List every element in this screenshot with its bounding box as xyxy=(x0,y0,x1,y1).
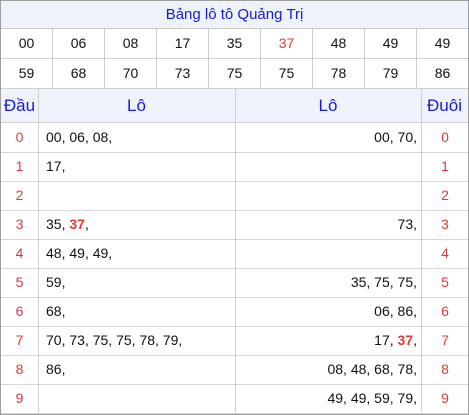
duoi-digit: 9 xyxy=(421,384,468,413)
dau-digit: 5 xyxy=(15,274,24,290)
numbers-row-2: 59 68 70 73 75 75 78 79 86 xyxy=(1,59,468,89)
lo-right-values: 17, 37, xyxy=(235,326,421,355)
number-cell: 78 xyxy=(313,59,365,88)
table-row: 5 59, 35, 75, 75, 5 xyxy=(1,268,468,298)
number-cell: 00 xyxy=(1,29,53,58)
number-cell: 49 xyxy=(365,29,417,58)
number-cell: 06 xyxy=(53,29,105,58)
duoi-digit: 7 xyxy=(421,326,468,355)
dau-digit: 4 xyxy=(15,245,24,261)
number-cell: 17 xyxy=(157,29,209,58)
number-cell: 37 xyxy=(261,29,313,58)
lo-right-values: 35, 75, 75, xyxy=(235,268,421,297)
lo-right-values: 00, 70, xyxy=(235,123,421,152)
number-cell: 75 xyxy=(209,59,261,88)
number-cell: 59 xyxy=(1,59,53,88)
number-cell: 48 xyxy=(313,29,365,58)
table-row: 9 49, 49, 59, 79, 9 xyxy=(1,384,468,414)
number-cell: 79 xyxy=(365,59,417,88)
duoi-digit: 4 xyxy=(421,239,468,268)
lo-left-values: 70, 73, 75, 75, 78, 79, xyxy=(38,326,235,355)
dau-digit: 1 xyxy=(15,158,24,174)
lo-left-values: 48, 49, 49, xyxy=(38,239,235,268)
duoi-digit: 2 xyxy=(421,181,468,210)
dau-digit: 6 xyxy=(15,303,24,319)
lo-right-values xyxy=(235,239,421,268)
lo-right-values: 73, xyxy=(235,210,421,239)
lo-left-values: 68, xyxy=(38,297,235,326)
header-lo-right: Lô xyxy=(318,96,338,115)
table-row: 8 86, 08, 48, 68, 78, 8 xyxy=(1,355,468,385)
lo-right-values: 06, 86, xyxy=(235,297,421,326)
number-cell: 35 xyxy=(209,29,261,58)
duoi-digit: 1 xyxy=(421,152,468,181)
table-row: 7 70, 73, 75, 75, 78, 79, 17, 37, 7 xyxy=(1,326,468,356)
number-cell: 68 xyxy=(53,59,105,88)
numbers-row-1: 00 06 08 17 35 37 48 49 49 xyxy=(1,29,468,59)
highlighted-number: 37 xyxy=(69,216,85,232)
duoi-digit: 6 xyxy=(421,297,468,326)
table-row: 4 48, 49, 49, 4 xyxy=(1,239,468,269)
lo-right-values xyxy=(235,152,421,181)
loto-header-row: Đầu Lô Lô Đuôi xyxy=(1,89,468,123)
number-cell: 73 xyxy=(157,59,209,88)
lo-left-values xyxy=(38,384,235,413)
table-row: 0 00, 06, 08, 00, 70, 0 xyxy=(1,123,468,153)
number-cell: 75 xyxy=(261,59,313,88)
dau-digit: 9 xyxy=(15,390,24,406)
lo-left-values: 17, xyxy=(38,152,235,181)
lo-left-values: 59, xyxy=(38,268,235,297)
number-cell: 86 xyxy=(434,65,451,81)
dau-digit: 0 xyxy=(15,129,24,145)
lo-left-values: 00, 06, 08, xyxy=(38,123,235,152)
dau-digit: 3 xyxy=(15,216,24,232)
duoi-digit: 0 xyxy=(421,123,468,152)
header-dau: Đầu xyxy=(3,96,36,115)
table-row: 6 68, 06, 86, 6 xyxy=(1,297,468,327)
number-cell: 70 xyxy=(105,59,157,88)
dau-digit: 8 xyxy=(15,361,24,377)
duoi-digit: 5 xyxy=(421,268,468,297)
lo-left-values xyxy=(38,181,235,210)
lo-left-values: 86, xyxy=(38,355,235,384)
header-lo-left: Lô xyxy=(127,96,146,115)
lo-left-values: 35, 37, xyxy=(38,210,235,239)
header-duoi: Đuôi xyxy=(427,96,462,115)
lo-right-values: 08, 48, 68, 78, xyxy=(235,355,421,384)
table-row: 3 35, 37, 73, 3 xyxy=(1,210,468,240)
dau-digit: 2 xyxy=(15,187,24,203)
dau-digit: 7 xyxy=(15,332,24,348)
duoi-digit: 3 xyxy=(421,210,468,239)
duoi-digit: 8 xyxy=(421,355,468,384)
table-title: Bảng lô tô Quảng Trị xyxy=(1,1,468,29)
highlighted-number: 37 xyxy=(397,332,414,348)
lo-right-values: 49, 49, 59, 79, xyxy=(235,384,421,413)
table-row: 1 17, 1 xyxy=(1,152,468,182)
number-cell: 49 xyxy=(434,35,451,51)
lo-right-values xyxy=(235,181,421,210)
number-cell: 08 xyxy=(105,29,157,58)
